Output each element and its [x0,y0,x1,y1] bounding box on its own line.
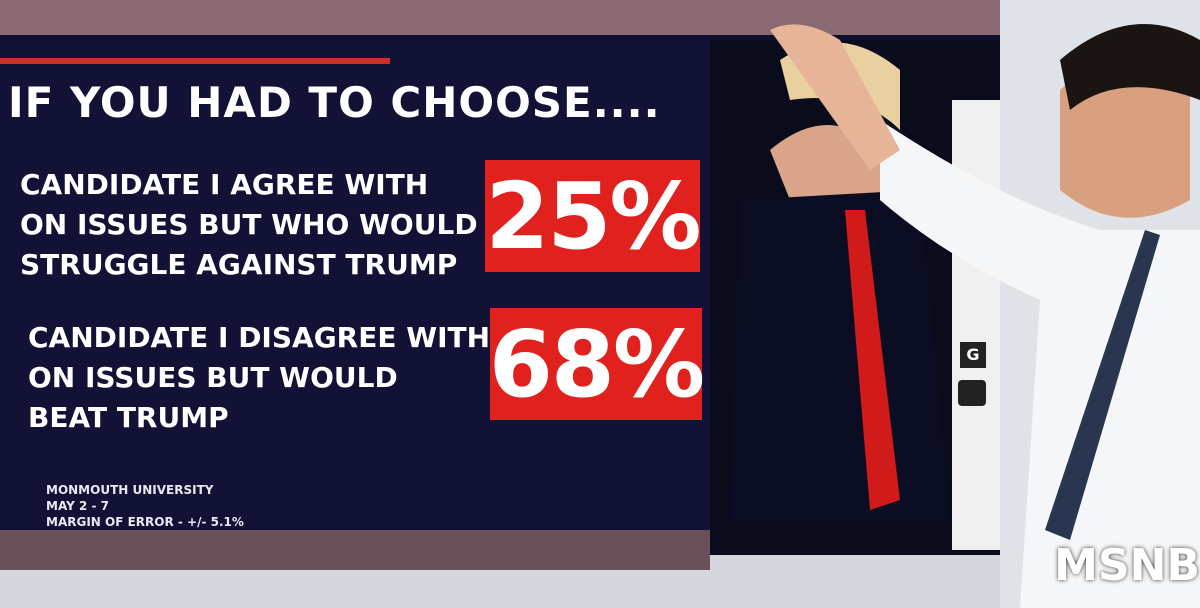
label-line: BEAT TRUMP [28,401,229,434]
title: IF YOU HAD TO CHOOSE.... [8,78,661,127]
label-line: CANDIDATE I AGREE WITH [20,168,429,201]
toolbar-button[interactable]: G [960,342,986,368]
source-line: MARGIN OF ERROR - +/- 5.1% [46,515,244,529]
logo: MSNB [1054,540,1200,591]
label-line: ON ISSUES BUT WOULD [28,361,398,394]
value-box: 68% [489,308,705,420]
source-line: MAY 2 - 7 [46,499,109,513]
value-box: 25% [485,160,702,272]
label-line: CANDIDATE I DISAGREE WITH [28,321,491,354]
option-label: CANDIDATE I DISAGREE WITH ON ISSUES BUT … [28,318,490,438]
source: MONMOUTH UNIVERSITY MAY 2 - 7 MARGIN OF … [46,482,244,530]
option-label: CANDIDATE I AGREE WITH ON ISSUES BUT WHO… [20,165,478,285]
label-line: ON ISSUES BUT WHO WOULD [20,208,478,241]
source-line: MONMOUTH UNIVERSITY [46,483,214,497]
label-line: STRUGGLE AGAINST TRUMP [20,248,458,281]
